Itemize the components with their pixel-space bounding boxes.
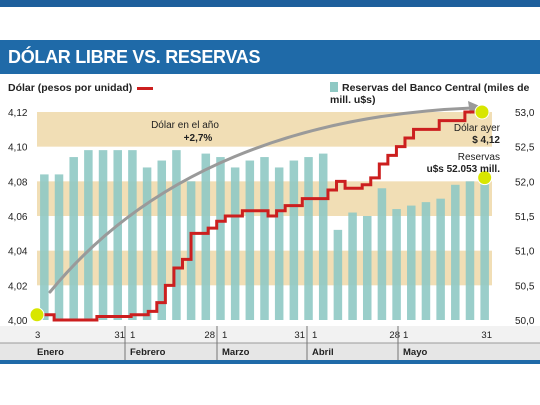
left-axis-tick-label: 4,04	[8, 247, 28, 258]
reserves-bar	[201, 153, 211, 320]
reserves-bar	[377, 188, 387, 320]
dollar-start-dot	[29, 307, 45, 323]
reserves-bar	[304, 157, 313, 320]
month-start-tick-label: 1	[312, 330, 317, 341]
month-name-label: Febrero	[130, 347, 166, 358]
reserves-bar	[318, 153, 328, 320]
dollar-end-dot	[474, 104, 490, 120]
legend-reserves: Reservas del Banco Central (miles de mil…	[330, 82, 540, 106]
month-end-tick-label: 31	[294, 330, 305, 341]
month-start-tick-label: 1	[222, 330, 227, 341]
right-axis-tick-label: 51,5	[515, 212, 535, 223]
reserves-bar	[348, 212, 357, 320]
reserves-bar	[451, 184, 460, 320]
left-axis-tick-label: 4,00	[8, 316, 28, 327]
reserves-bar	[113, 150, 122, 320]
annotation-dollar-yesterday-value: $ 4,12	[472, 135, 500, 146]
left-axis-tick-label: 4,02	[8, 281, 28, 292]
trend-arrow-line	[48, 106, 474, 294]
month-end-tick-label: 31	[114, 330, 125, 341]
left-axis-tick-label: 4,10	[8, 143, 28, 154]
month-name-label: Marzo	[222, 347, 250, 358]
reserves-end-dot	[477, 170, 493, 186]
annotation-dollar-year-value: +2,7%	[184, 133, 213, 144]
reserves-bar	[40, 174, 49, 320]
legend-reserves-label: Reservas del Banco Central (miles de mil…	[330, 82, 530, 106]
left-axis-tick-label: 4,12	[8, 108, 28, 119]
right-axis-tick-label: 53,0	[515, 108, 535, 119]
month-start-tick-label: 3	[35, 330, 40, 341]
reserves-bar	[289, 160, 299, 320]
annotation-reserves-label: Reservas	[458, 152, 500, 163]
right-axis-tick-label: 52,5	[515, 143, 535, 154]
reserves-bar	[392, 209, 401, 320]
reserves-bar	[362, 216, 372, 320]
annotation-dollar-year-label: Dólar en el año	[151, 120, 219, 131]
reserves-bar	[245, 160, 255, 320]
top-accent-bar	[0, 0, 540, 7]
month-start-tick-label: 1	[130, 330, 135, 341]
reserves-bar	[436, 198, 445, 320]
chart-title: DÓLAR LIBRE VS. RESERVAS	[8, 47, 261, 67]
dollar-line	[37, 110, 482, 322]
right-axis-tick-label: 50,0	[515, 316, 535, 327]
reserves-bar	[407, 205, 416, 320]
right-axis-tick-label: 51,0	[515, 247, 535, 258]
annotation-reserves-value: u$s 52.053 mill.	[427, 164, 501, 175]
reserves-bar	[84, 150, 93, 320]
reserves-bar	[480, 177, 489, 320]
reserves-bar	[69, 157, 78, 320]
legend-reserves-swatch	[330, 82, 338, 92]
month-end-tick-label: 31	[481, 330, 492, 341]
reserves-bar	[157, 160, 167, 320]
left-axis-tick-label: 4,08	[8, 177, 28, 188]
reserves-bar	[230, 167, 240, 320]
reserves-bar	[142, 167, 152, 320]
left-axis-tick-label: 4,06	[8, 212, 28, 223]
reserves-bar	[128, 150, 137, 320]
month-name-label: Abril	[312, 347, 334, 358]
month-end-tick-label: 28	[389, 330, 400, 341]
month-start-tick-label: 1	[403, 330, 408, 341]
month-end-tick-label: 28	[204, 330, 215, 341]
reserves-bar	[172, 150, 181, 320]
reserves-bar	[421, 202, 431, 320]
reserves-bar	[98, 150, 108, 320]
right-axis-tick-label: 50,5	[515, 281, 535, 292]
title-bar: DÓLAR LIBRE VS. RESERVAS	[0, 40, 540, 74]
month-names-strip	[0, 343, 540, 360]
legend-dollar-label: Dólar (pesos por unidad)	[8, 82, 133, 94]
legend-dollar: Dólar (pesos por unidad)	[8, 82, 154, 94]
reserves-bar	[274, 167, 284, 320]
reserves-bar	[54, 174, 64, 320]
bottom-accent-bar	[0, 360, 540, 364]
annotation-dollar-yesterday-label: Dólar ayer	[454, 123, 501, 134]
legend-dollar-swatch	[137, 86, 154, 90]
right-axis-tick-label: 52,0	[515, 177, 535, 188]
reserves-bar	[465, 181, 475, 320]
month-name-label: Mayo	[403, 347, 427, 358]
month-name-label: Enero	[37, 347, 64, 358]
reserves-bar	[216, 157, 225, 320]
month-ticks-strip	[0, 326, 540, 343]
reserves-bar	[333, 229, 343, 320]
reserves-bar	[260, 157, 269, 320]
